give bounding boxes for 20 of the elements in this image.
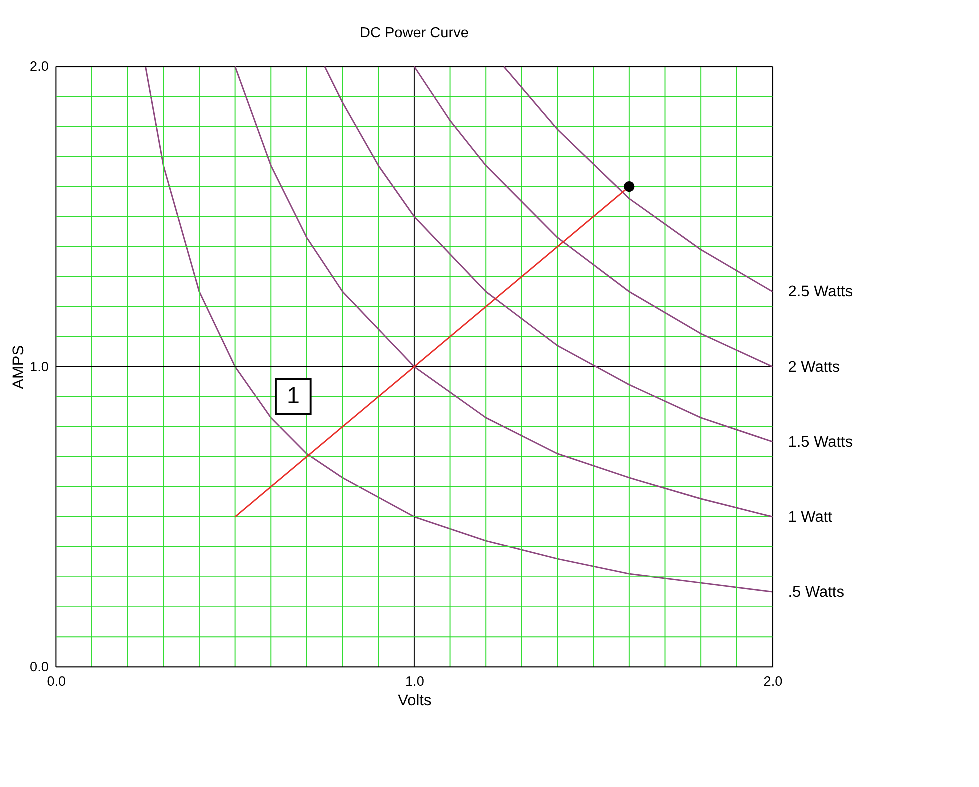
chart-title: DC Power Curve	[360, 26, 469, 42]
x-tick-label: 0.0	[47, 674, 66, 689]
y-tick-label: 2.0	[30, 59, 49, 74]
line-series	[414, 66, 774, 368]
series-label: 1 Watt	[788, 508, 834, 526]
x-tick-label: 2.0	[764, 674, 783, 689]
x-tick-label: 1.0	[406, 674, 424, 689]
x-axis-title: Volts	[398, 692, 432, 710]
line-series	[145, 66, 774, 593]
series-label: 2 Watts	[788, 358, 840, 376]
y-tick-label: 1.0	[30, 359, 49, 374]
line-series	[503, 66, 774, 293]
y-axis-title: AMPS	[10, 345, 28, 390]
annotation: 1	[286, 382, 300, 409]
series-label: 2.5 Watts	[788, 284, 854, 301]
series-label: .5 Watts	[788, 584, 845, 601]
y-tick-label: 0.0	[30, 659, 49, 674]
line-series	[324, 66, 774, 443]
line-series	[234, 66, 774, 518]
series-label: 1.5 Watts	[788, 434, 854, 451]
